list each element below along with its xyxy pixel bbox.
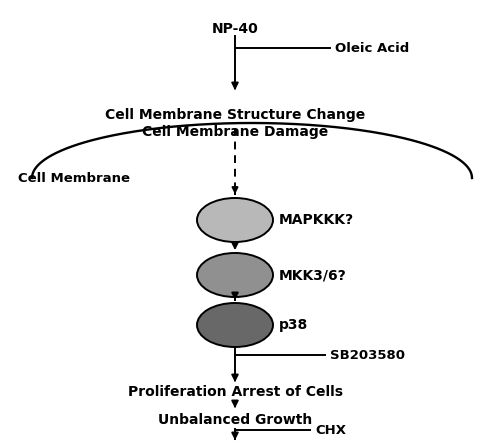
Text: MKK3/6?: MKK3/6? — [279, 268, 347, 282]
Text: NP-40: NP-40 — [212, 22, 258, 36]
Text: Oleic Acid: Oleic Acid — [335, 41, 409, 55]
Text: CHX: CHX — [315, 424, 346, 436]
Text: MAPKKK?: MAPKKK? — [279, 213, 354, 227]
Ellipse shape — [197, 198, 273, 242]
Text: SB203580: SB203580 — [330, 349, 405, 361]
Text: Cell Membrane Structure Change: Cell Membrane Structure Change — [105, 108, 365, 122]
Ellipse shape — [197, 303, 273, 347]
Text: Cell Membrane Damage: Cell Membrane Damage — [142, 125, 328, 139]
Text: Proliferation Arrest of Cells: Proliferation Arrest of Cells — [128, 385, 342, 399]
Ellipse shape — [197, 253, 273, 297]
Text: p38: p38 — [279, 318, 308, 332]
Text: Cell Membrane: Cell Membrane — [18, 171, 130, 185]
Text: Unbalanced Growth: Unbalanced Growth — [158, 413, 312, 427]
